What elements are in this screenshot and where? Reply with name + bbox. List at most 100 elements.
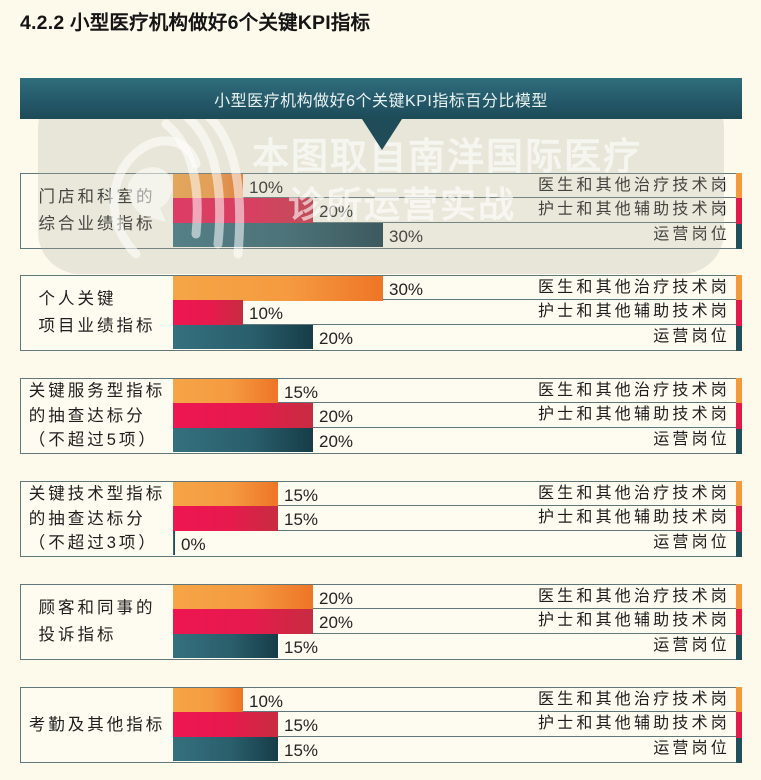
bar-row-doctor: 20% 医生和其他治疗技术岗 (173, 585, 736, 610)
bar-row-ops: 30% 运营岗位 (173, 222, 736, 247)
bar-ops (173, 222, 383, 247)
bar-row-nurse: 15% 护士和其他辅助技术岗 (173, 712, 736, 737)
bar-area: 30% 医生和其他治疗技术岗 10% 护士和其他辅助技术岗 20% 运营岗位 (173, 275, 736, 351)
role-color-strip (736, 481, 742, 557)
kpi-label: 顾客和同事的 投诉指标 (38, 599, 156, 644)
role-label: 医生和其他治疗技术岗 (537, 177, 730, 194)
page-title: 4.2.2 小型医疗机构做好6个关键KPI指标 (20, 12, 371, 34)
bar-doctor (173, 585, 313, 610)
bar-ops (173, 530, 175, 555)
role-label: 护士和其他辅助技术岗 (537, 201, 730, 219)
role-label: 医生和其他治疗技术岗 (537, 382, 730, 399)
bar-nurse (173, 712, 278, 737)
percent-label: 20% (319, 431, 354, 451)
role-label: 运营岗位 (653, 430, 730, 448)
bar-nurse (173, 609, 313, 634)
role-label: 护士和其他辅助技术岗 (537, 509, 730, 527)
bar-area: 15% 医生和其他治疗技术岗 20% 护士和其他辅助技术岗 20% 运营岗位 (173, 378, 736, 454)
bar-row-ops: 0% 运营岗位 (173, 530, 736, 555)
role-label: 医生和其他治疗技术岗 (537, 485, 730, 502)
percent-label: 10% (249, 304, 284, 324)
role-color-strip (736, 584, 742, 660)
bar-ops (173, 324, 313, 349)
role-label: 运营岗位 (653, 739, 730, 757)
percent-label: 10% (249, 692, 284, 711)
bar-doctor (173, 174, 243, 199)
bar-nurse (173, 300, 243, 325)
watermark-text-line1: 本图取自南洋国际医疗 (252, 136, 642, 177)
bar-row-nurse: 20% 护士和其他辅助技术岗 (173, 403, 736, 428)
bar-area: 15% 医生和其他治疗技术岗 15% 护士和其他辅助技术岗 0% 运营岗位 (173, 481, 736, 557)
role-label: 护士和其他辅助技术岗 (537, 303, 730, 321)
bar-row-doctor: 15% 医生和其他治疗技术岗 (173, 482, 736, 507)
bar-row-nurse: 20% 护士和其他辅助技术岗 (173, 198, 736, 223)
bar-row-ops: 20% 运营岗位 (173, 427, 736, 452)
percent-label: 15% (284, 486, 319, 505)
role-label: 运营岗位 (653, 533, 730, 551)
role-label: 运营岗位 (653, 225, 730, 243)
kpi-label-box: 关键服务型指标 的抽查达标分 （不超过5项） (20, 378, 174, 454)
bar-nurse (173, 198, 313, 223)
banner-pointer-icon (362, 119, 402, 150)
kpi-label: 个人关键 项目业绩指标 (38, 290, 156, 335)
kpi-label-box: 顾客和同事的 投诉指标 (20, 584, 174, 660)
bar-ops (173, 633, 278, 658)
kpi-group: 关键技术型指标 的抽查达标分 （不超过3项） 15% 医生和其他治疗技术岗 15… (20, 481, 742, 557)
percent-label: 20% (319, 613, 354, 633)
bar-ops (173, 736, 278, 761)
kpi-label-box: 门店和科室的 综合业绩指标 (20, 173, 174, 249)
bar-area: 10% 医生和其他治疗技术岗 15% 护士和其他辅助技术岗 15% 运营岗位 (173, 687, 736, 763)
bar-row-doctor: 10% 医生和其他治疗技术岗 (173, 174, 736, 199)
role-label: 护士和其他辅助技术岗 (537, 612, 730, 630)
bar-row-doctor: 10% 医生和其他治疗技术岗 (173, 688, 736, 713)
percent-label: 15% (284, 637, 319, 657)
bar-row-ops: 15% 运营岗位 (173, 633, 736, 658)
kpi-label-box: 个人关键 项目业绩指标 (20, 275, 174, 351)
percent-label: 20% (319, 328, 354, 348)
kpi-label: 关键服务型指标 的抽查达标分 （不超过5项） (28, 382, 166, 450)
bar-nurse (173, 506, 278, 531)
bar-doctor (173, 482, 278, 507)
bar-area: 20% 医生和其他治疗技术岗 20% 护士和其他辅助技术岗 15% 运营岗位 (173, 584, 736, 660)
role-label: 运营岗位 (653, 327, 730, 345)
role-color-strip (736, 275, 742, 351)
kpi-label-box: 考勤及其他指标 (20, 687, 174, 763)
role-label: 医生和其他治疗技术岗 (537, 279, 730, 296)
kpi-label: 考勤及其他指标 (28, 715, 166, 734)
kpi-label-box: 关键技术型指标 的抽查达标分 （不超过3项） (20, 481, 174, 557)
kpi-label: 门店和科室的 综合业绩指标 (38, 188, 156, 233)
role-color-strip (736, 378, 742, 454)
kpi-group: 关键服务型指标 的抽查达标分 （不超过5项） 15% 医生和其他治疗技术岗 20… (20, 378, 742, 454)
percent-label: 30% (389, 226, 424, 246)
role-label: 护士和其他辅助技术岗 (537, 715, 730, 733)
bar-row-nurse: 10% 护士和其他辅助技术岗 (173, 300, 736, 325)
bar-row-nurse: 20% 护士和其他辅助技术岗 (173, 609, 736, 634)
percent-label: 15% (284, 510, 319, 530)
bar-row-nurse: 15% 护士和其他辅助技术岗 (173, 506, 736, 531)
bar-ops (173, 427, 313, 452)
role-label: 医生和其他治疗技术岗 (537, 588, 730, 605)
percent-label: 20% (319, 202, 354, 222)
percent-label: 20% (319, 589, 354, 608)
percent-label: 15% (284, 383, 319, 402)
kpi-group: 个人关键 项目业绩指标 30% 医生和其他治疗技术岗 10% 护士和其他辅助技术… (20, 275, 742, 351)
bar-area: 10% 医生和其他治疗技术岗 20% 护士和其他辅助技术岗 30% 运营岗位 (173, 173, 736, 249)
percent-label: 0% (181, 534, 206, 554)
percent-label: 30% (389, 280, 424, 299)
percent-label: 10% (249, 178, 284, 197)
role-label: 护士和其他辅助技术岗 (537, 406, 730, 424)
role-color-strip (736, 687, 742, 763)
role-label: 运营岗位 (653, 636, 730, 654)
role-label: 医生和其他治疗技术岗 (537, 691, 730, 708)
percent-label: 15% (284, 716, 319, 736)
role-color-strip (736, 173, 742, 249)
bar-row-ops: 20% 运营岗位 (173, 324, 736, 349)
percent-label: 20% (319, 407, 354, 427)
bar-row-doctor: 30% 医生和其他治疗技术岗 (173, 276, 736, 301)
kpi-label: 关键技术型指标 的抽查达标分 （不超过3项） (28, 485, 166, 553)
bar-row-ops: 15% 运营岗位 (173, 736, 736, 761)
bar-doctor (173, 379, 278, 404)
kpi-group: 门店和科室的 综合业绩指标 10% 医生和其他治疗技术岗 20% 护士和其他辅助… (20, 173, 742, 249)
bar-doctor (173, 276, 383, 301)
bar-doctor (173, 688, 243, 713)
